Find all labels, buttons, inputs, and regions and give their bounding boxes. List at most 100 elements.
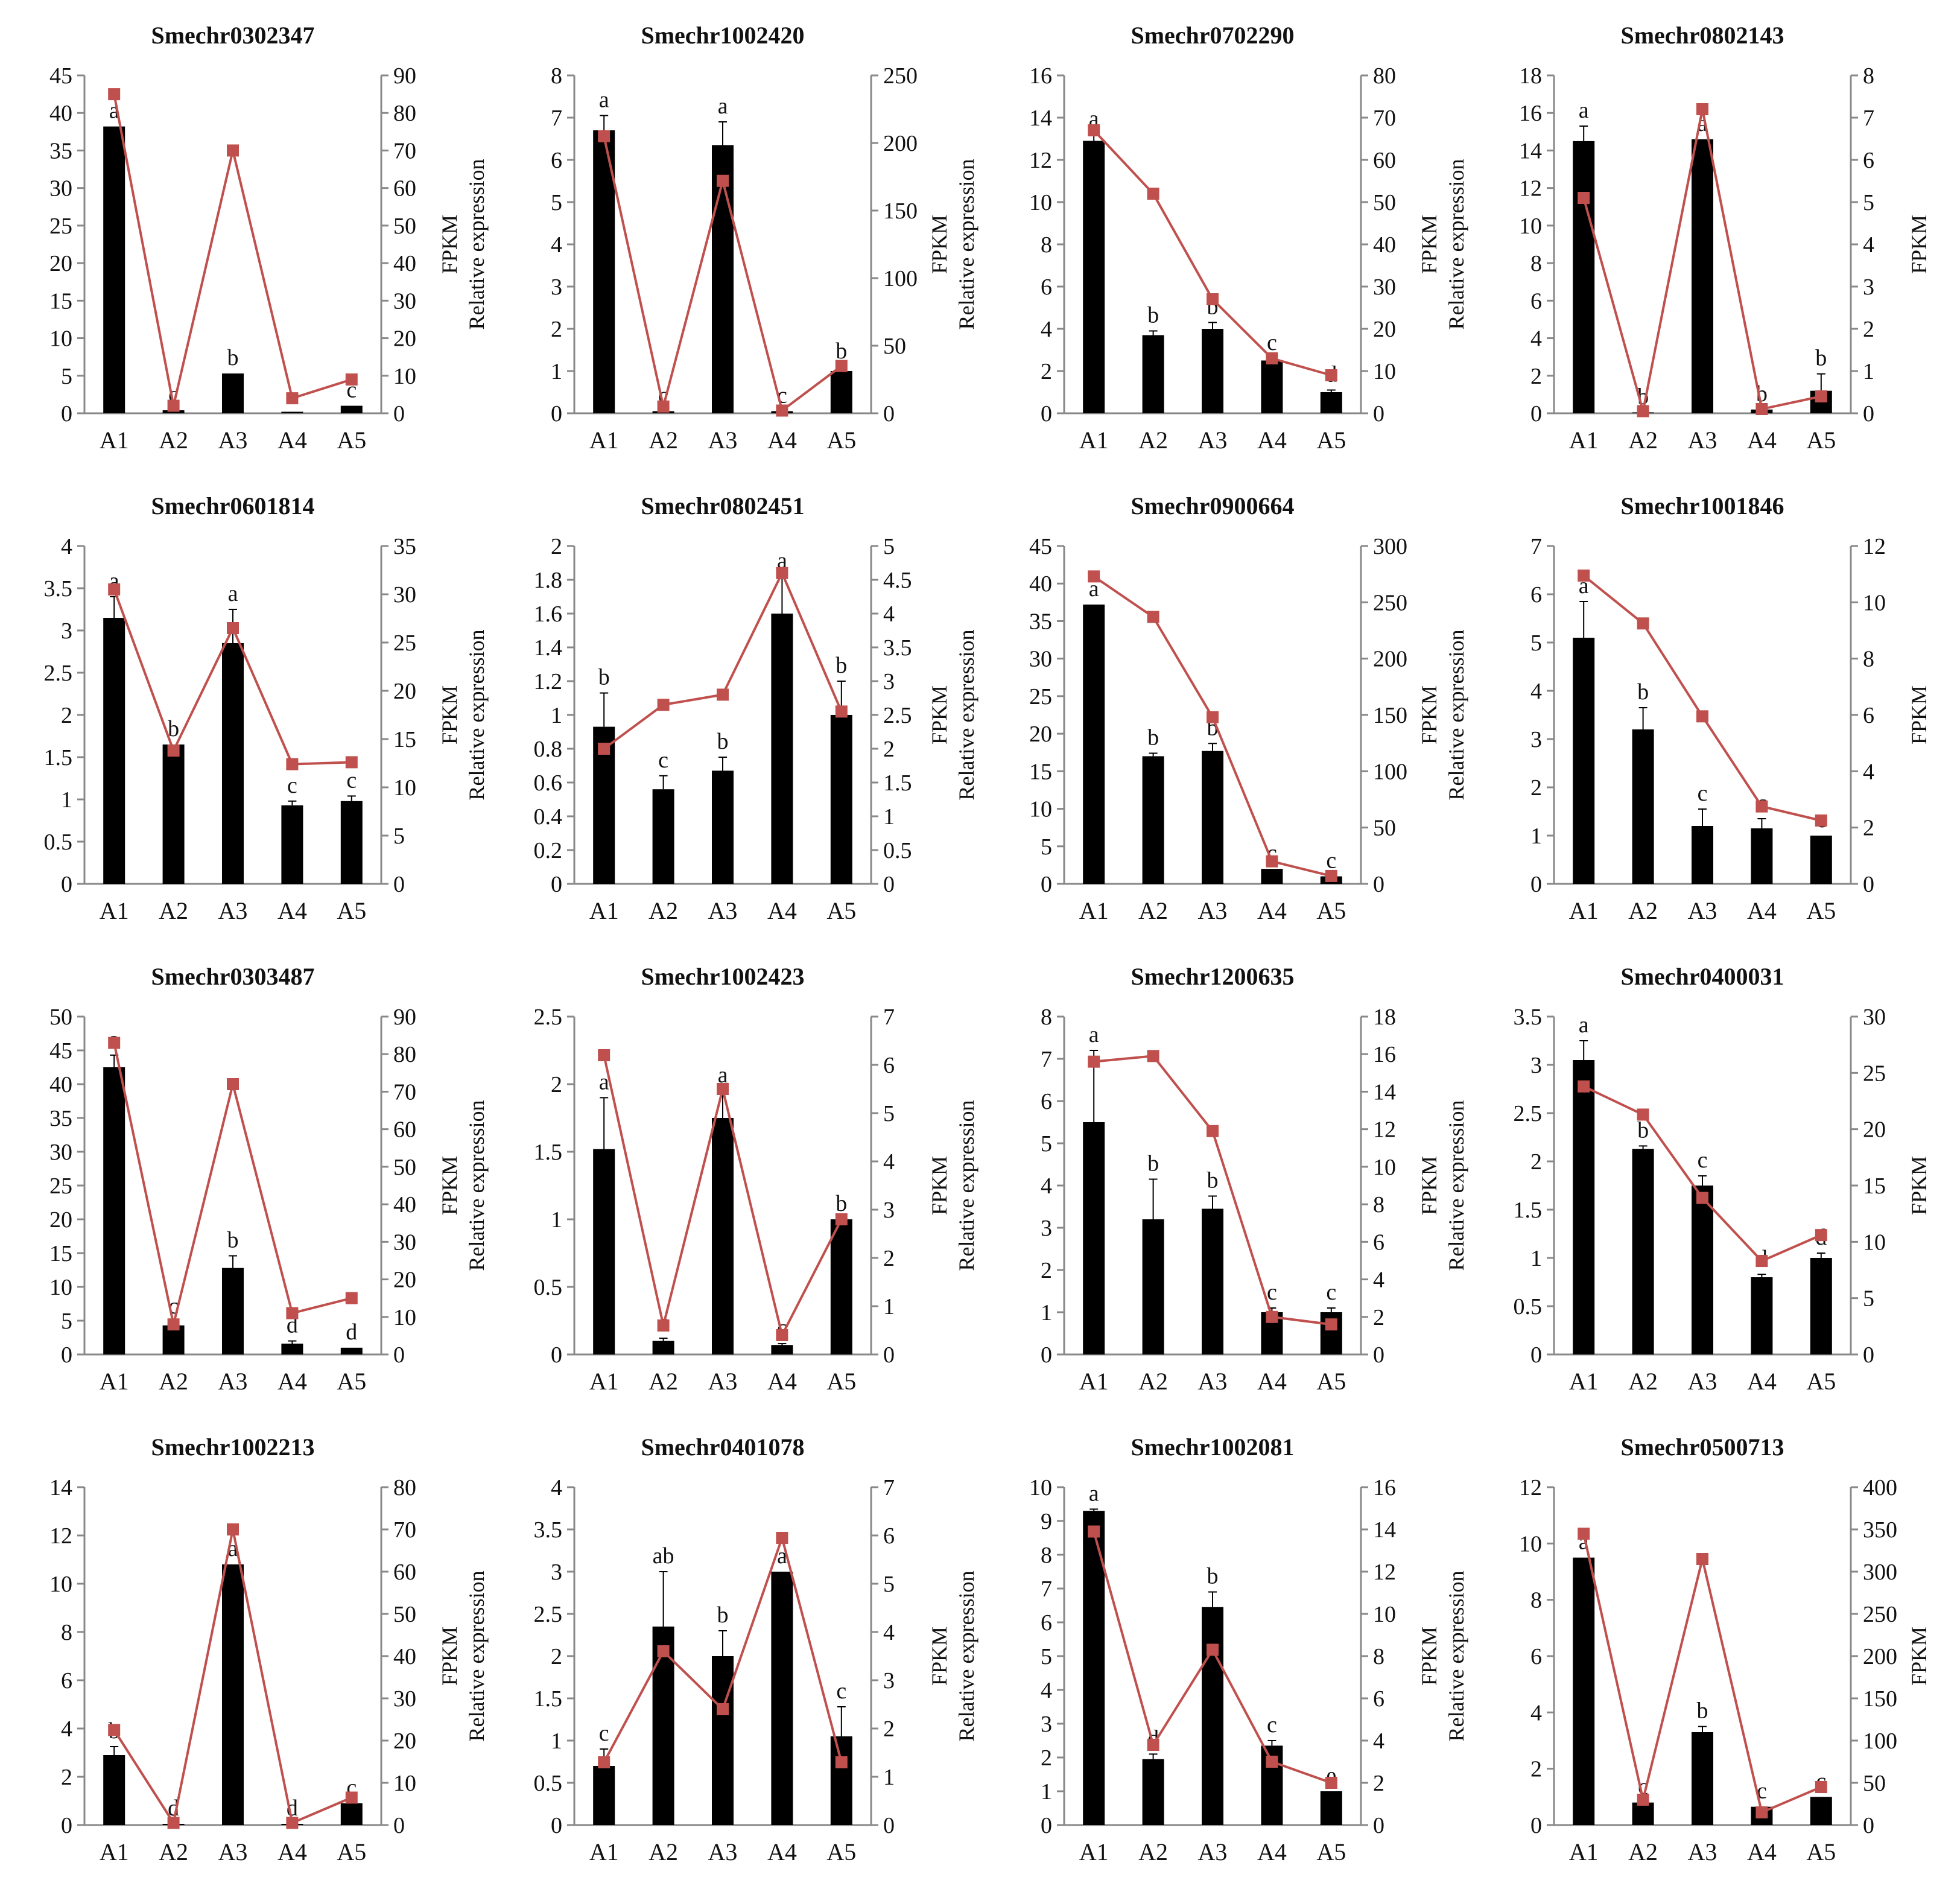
- y2-tick-label: 0: [883, 401, 895, 427]
- bar: [771, 1345, 793, 1354]
- significance-label: d: [346, 1319, 357, 1345]
- y-tick-label: 0.5: [534, 1771, 563, 1796]
- y-tick-label: 18: [1519, 63, 1542, 89]
- x-tick-label: A2: [1628, 897, 1658, 924]
- y-tick-label: 10: [1029, 797, 1052, 822]
- y2-tick-label: 20: [1863, 1117, 1886, 1143]
- fpkm-marker: [1325, 369, 1337, 381]
- y-axis-title: Relative expression: [1444, 630, 1468, 801]
- fpkm-marker: [286, 758, 299, 770]
- x-tick-label: A2: [649, 427, 678, 454]
- y-tick-label: 0: [1041, 1813, 1052, 1838]
- y-tick-label: 1: [1041, 1300, 1052, 1325]
- x-tick-label: A5: [1316, 897, 1346, 924]
- significance-label: a: [1089, 1022, 1099, 1047]
- fpkm-marker: [598, 1756, 611, 1768]
- fpkm-marker: [1755, 1255, 1768, 1268]
- significance-label: a: [1089, 1481, 1099, 1506]
- fpkm-marker: [345, 373, 358, 386]
- y2-tick-label: 40: [393, 1192, 416, 1218]
- y-tick-label: 0: [61, 1342, 72, 1368]
- y2-tick-label: 10: [1373, 1602, 1396, 1627]
- y-tick-label: 4: [61, 534, 72, 559]
- y2-tick-label: 0: [1373, 1813, 1384, 1838]
- fpkm-marker: [776, 404, 788, 417]
- y-tick-label: 16: [1029, 63, 1052, 89]
- fpkm-marker: [776, 567, 788, 579]
- y-tick-label: 30: [49, 1140, 72, 1165]
- bar: [1142, 1759, 1164, 1825]
- y2-tick-label: 10: [393, 1305, 416, 1330]
- y-axis-title: Relative expression: [954, 630, 978, 801]
- y-tick-label: 1: [61, 787, 72, 813]
- y-tick-label: 0: [1041, 872, 1052, 897]
- y-tick-label: 1: [1530, 1246, 1542, 1271]
- fpkm-marker: [1815, 814, 1827, 827]
- chart-title: Smechr0900664: [1131, 492, 1294, 519]
- y-tick-label: 3: [1041, 1216, 1052, 1241]
- x-tick-label: A2: [1138, 897, 1168, 924]
- y-tick-label: 0: [61, 401, 72, 427]
- y2-tick-label: 20: [393, 1268, 416, 1293]
- significance-label: b: [227, 345, 239, 370]
- significance-label: c: [1267, 1280, 1277, 1305]
- y2-tick-label: 2: [1373, 1771, 1384, 1796]
- bar: [830, 1219, 852, 1354]
- y-tick-label: 35: [49, 138, 72, 164]
- x-tick-label: A2: [159, 1838, 188, 1865]
- y2-tick-label: 2: [883, 1716, 895, 1742]
- y2-tick-label: 30: [393, 1686, 416, 1712]
- y-tick-label: 1: [1041, 1779, 1052, 1805]
- y2-axis-title: FPKM: [1417, 1627, 1441, 1686]
- fpkm-marker: [1207, 1643, 1219, 1656]
- y2-tick-label: 5: [883, 1101, 895, 1126]
- y2-axis-title: FPKM: [1417, 215, 1441, 274]
- y-tick-label: 40: [49, 1072, 72, 1097]
- y-tick-label: 4: [551, 1475, 562, 1500]
- y2-tick-label: 14: [1373, 1517, 1396, 1543]
- chart-title: Smechr1002420: [641, 22, 804, 49]
- chart-panel: Smechr0802143024681012141618012345678Rel…: [1444, 22, 1931, 454]
- fpkm-marker: [1207, 293, 1219, 305]
- y-tick-label: 5: [61, 1309, 72, 1334]
- y2-tick-label: 0: [393, 872, 405, 897]
- bar: [1142, 756, 1164, 884]
- y-tick-label: 0: [551, 1342, 562, 1368]
- y2-tick-label: 90: [393, 1005, 416, 1030]
- significance-label: c: [1698, 781, 1708, 806]
- chart-panel: Smechr0900664 0 5 10 15 20 25 30 35 40 45 0 50 100 150…: [954, 492, 1441, 924]
- y2-tick-label: 80: [393, 1042, 416, 1067]
- bar: [222, 1268, 244, 1354]
- fpkm-marker: [1815, 1781, 1827, 1793]
- y-axis-title: Relative expression: [465, 630, 489, 801]
- y2-tick-label: 0: [1373, 401, 1384, 427]
- chart-panel: Smechr0400031 0 0.5 1 1.5 2 2.5 3 3.5 0 5 10 15 20 25 3…: [1444, 963, 1931, 1395]
- bar: [1573, 1060, 1595, 1354]
- y-tick-label: 8: [61, 1620, 72, 1645]
- bar: [340, 1347, 363, 1354]
- y-tick-label: 4: [1041, 317, 1052, 342]
- y2-tick-label: 80: [393, 101, 416, 126]
- x-tick-label: A2: [159, 897, 188, 924]
- chart-panel: Smechr0601814 0 0.5 1 1.5 2 2.5 3 3.5 4 0 5 10 15 20 25…: [44, 492, 462, 924]
- fpkm-marker: [1815, 1229, 1827, 1242]
- y-tick-label: 0.4: [534, 804, 563, 830]
- y-tick-label: 45: [1029, 534, 1052, 559]
- y-axis-title: Relative expression: [954, 159, 978, 330]
- significance-label: a: [1579, 1012, 1589, 1038]
- fpkm-line: [603, 570, 843, 750]
- bar: [712, 1118, 734, 1354]
- bar: [830, 371, 852, 413]
- bar: [1632, 1149, 1654, 1354]
- x-tick-label: A5: [1316, 1838, 1346, 1865]
- fpkm-marker: [167, 1318, 180, 1331]
- chart-title: Smechr0702290: [1131, 22, 1294, 49]
- x-tick-label: A4: [278, 427, 307, 454]
- fpkm-marker: [776, 1329, 788, 1341]
- chart-panel: Smechr1200635012345678024681012141618Rel…: [954, 963, 1441, 1395]
- y2-tick-label: 5: [883, 534, 895, 559]
- y2-tick-label: 2: [883, 737, 895, 762]
- y-tick-label: 0.6: [534, 770, 563, 796]
- y2-tick-label: 4: [1373, 1268, 1384, 1293]
- bar: [1810, 1258, 1832, 1354]
